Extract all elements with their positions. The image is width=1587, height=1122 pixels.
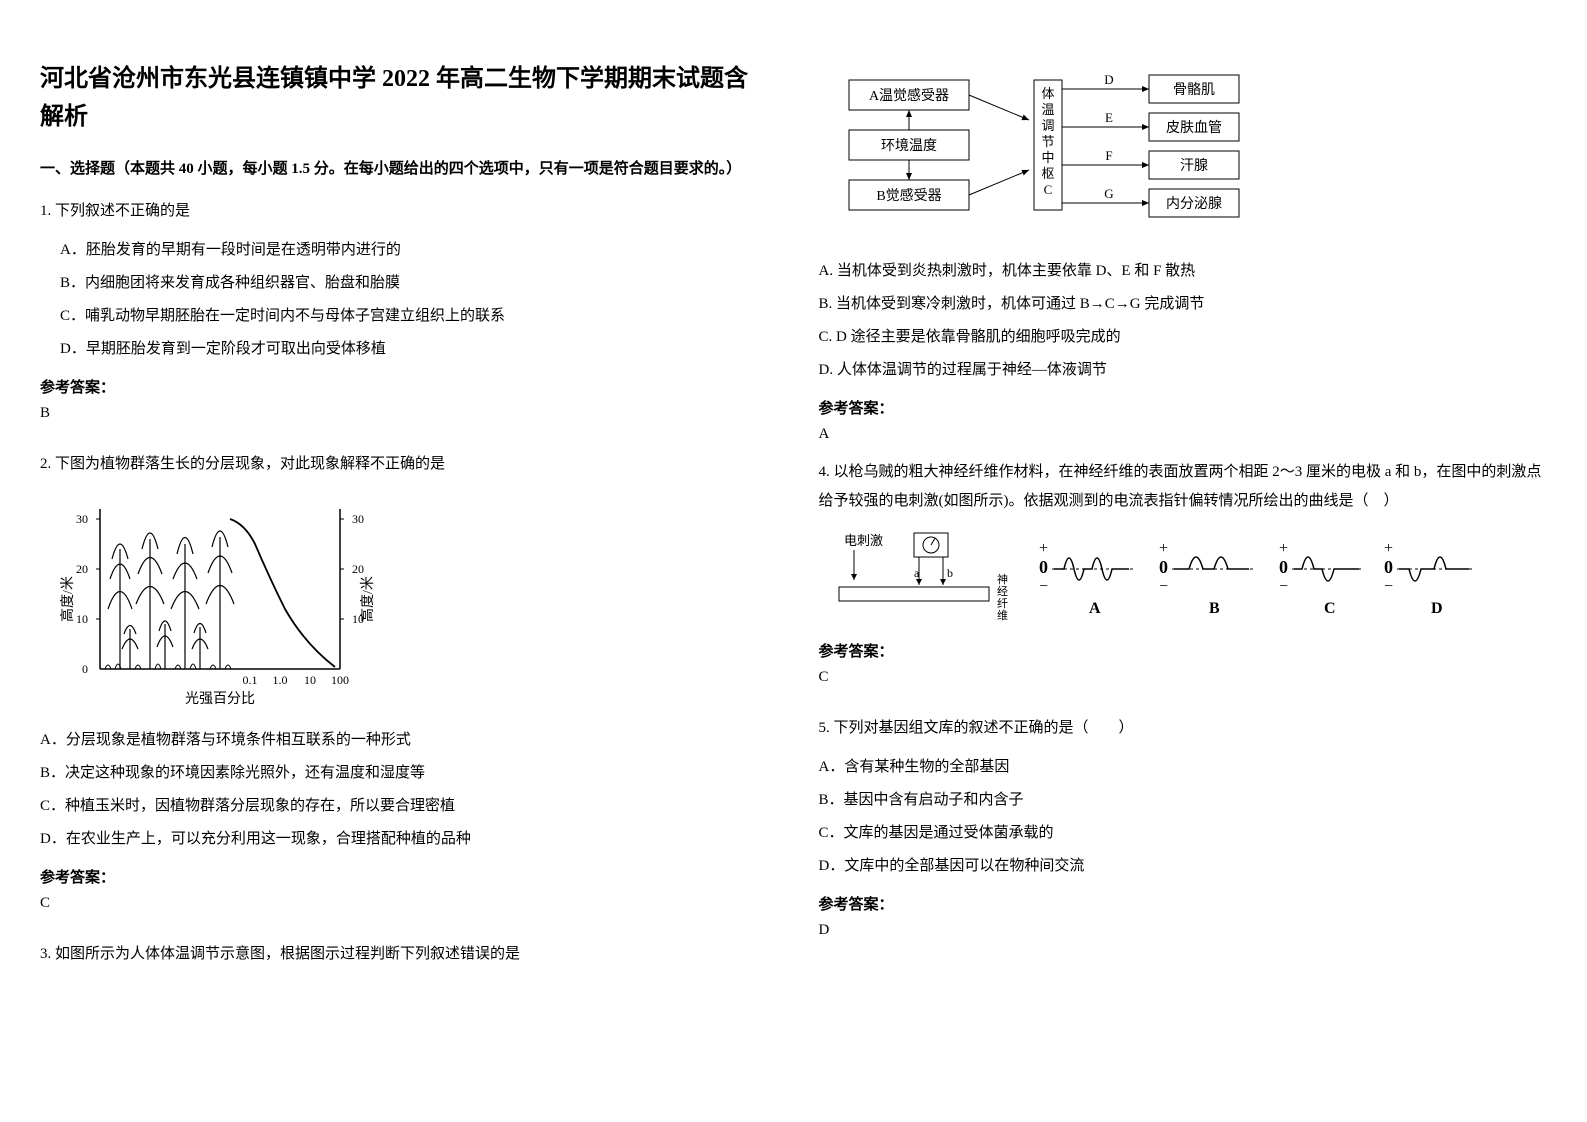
plant-layering-chart: 0 10 20 30 10 20 30 0.1 1.0 10 100	[60, 489, 380, 709]
svg-text:C: C	[1043, 182, 1052, 197]
q1-option-d: D．早期胚胎发育到一定阶段才可取出向受体移植	[40, 333, 769, 366]
q3-answer: A	[819, 426, 1548, 443]
question-5: 5. 下列对基因组文库的叙述不正确的是（ ） A．含有某种生物的全部基因 B．基…	[819, 713, 1548, 954]
svg-text:温: 温	[1041, 102, 1054, 117]
svg-text:0: 0	[82, 662, 88, 676]
svg-text:节: 节	[1041, 134, 1054, 149]
q1-text: 1. 下列叙述不正确的是	[40, 196, 769, 226]
q3-answer-label: 参考答案：	[819, 397, 1548, 418]
q1-option-c: C．哺乳动物早期胚胎在一定时间内不与母体子宫建立组织上的联系	[40, 300, 769, 333]
q1-answer: B	[40, 405, 769, 422]
q1-option-b: B．内细胞团将来发育成各种组织器官、胎盘和胎膜	[40, 267, 769, 300]
svg-text:−: −	[1039, 578, 1048, 595]
svg-text:光强百分比: 光强百分比	[185, 691, 255, 707]
question-2: 2. 下图为植物群落生长的分层现象，对此现象解释不正确的是 0 10 20 30…	[40, 449, 769, 927]
section-header: 一、选择题（本题共 40 小题，每小题 1.5 分。在每小题给出的四个选项中，只…	[40, 157, 769, 181]
svg-text:体: 体	[1041, 86, 1054, 101]
svg-text:高度/米: 高度/米	[60, 576, 76, 622]
q2-option-a: A．分层现象是植物群落与环境条件相互联系的一种形式	[40, 724, 769, 757]
svg-text:30: 30	[76, 512, 88, 526]
svg-text:D: D	[1431, 600, 1443, 617]
q4-answer: C	[819, 669, 1548, 686]
svg-text:D: D	[1104, 72, 1113, 87]
q3-option-b: B. 当机体受到寒冷刺激时，机体可通过 B→C→G 完成调节	[819, 288, 1548, 321]
q2-option-d: D．在农业生产上，可以充分利用这一现象，合理搭配种植的品种	[40, 823, 769, 856]
q3-diagram: A温觉感受器 环境温度 B觉感受器 体 温 调 节 中 枢 C 骨骼肌 皮肤血管	[839, 70, 1548, 245]
q2-text: 2. 下图为植物群落生长的分层现象，对此现象解释不正确的是	[40, 449, 769, 479]
q3-option-d: D. 人体体温调节的过程属于神经—体液调节	[819, 354, 1548, 387]
q5-option-b: B．基因中含有启动子和内含子	[819, 784, 1548, 817]
svg-text:1.0: 1.0	[273, 673, 288, 687]
q2-option-b: B．决定这种现象的环境因素除光照外，还有温度和湿度等	[40, 757, 769, 790]
q3-text: 3. 如图所示为人体体温调节示意图，根据图示过程判断下列叙述错误的是	[40, 939, 769, 969]
q2-chart: 0 10 20 30 10 20 30 0.1 1.0 10 100	[60, 489, 769, 714]
svg-text:内分泌腺: 内分泌腺	[1166, 196, 1222, 212]
exam-title: 河北省沧州市东光县连镇镇中学 2022 年高二生物下学期期末试题含解析	[40, 60, 769, 137]
q5-option-a: A．含有某种生物的全部基因	[819, 751, 1548, 784]
svg-text:30: 30	[352, 512, 364, 526]
q5-option-c: C．文库的基因是通过受体菌承载的	[819, 817, 1548, 850]
svg-text:C: C	[1324, 600, 1336, 617]
svg-text:−: −	[1159, 578, 1168, 595]
box-b-receptor: B觉感受器	[876, 187, 941, 204]
svg-text:皮肤血管: 皮肤血管	[1166, 120, 1222, 136]
svg-text:0: 0	[1384, 557, 1393, 577]
svg-text:神: 神	[997, 572, 1008, 586]
svg-text:−: −	[1384, 578, 1393, 595]
q2-option-c: C．种植玉米时，因植物群落分层现象的存在，所以要合理密植	[40, 790, 769, 823]
svg-text:−: −	[1279, 578, 1288, 595]
svg-text:0: 0	[1279, 557, 1288, 577]
q2-answer: C	[40, 895, 769, 912]
svg-text:20: 20	[76, 562, 88, 576]
box-env-temp: 环境温度	[881, 138, 937, 154]
q4-answer-label: 参考答案：	[819, 640, 1548, 661]
q5-option-d: D．文库中的全部基因可以在物种间交流	[819, 850, 1548, 883]
svg-text:+: +	[1039, 540, 1048, 557]
svg-text:0: 0	[1159, 557, 1168, 577]
svg-text:中: 中	[1041, 150, 1054, 165]
svg-text:纤: 纤	[997, 597, 1008, 610]
svg-text:电刺激: 电刺激	[844, 533, 883, 548]
question-4: 4. 以枪乌贼的粗大神经纤维作材料，在神经纤维的表面放置两个相距 2～3 厘米的…	[819, 458, 1548, 701]
svg-text:10: 10	[304, 673, 316, 687]
nerve-stimulation-diagram: 电刺激 a b 神 经 纤 维	[819, 525, 1499, 625]
svg-text:0.1: 0.1	[243, 673, 258, 687]
svg-text:B: B	[1209, 600, 1220, 617]
q3-option-c: C. D 途径主要是依靠骨骼肌的细胞呼吸完成的	[819, 321, 1548, 354]
svg-text:a: a	[914, 566, 920, 580]
svg-text:b: b	[947, 566, 953, 580]
svg-text:F: F	[1105, 148, 1112, 163]
svg-text:+: +	[1384, 540, 1393, 557]
svg-text:0: 0	[1039, 557, 1048, 577]
q2-answer-label: 参考答案：	[40, 866, 769, 887]
question-1: 1. 下列叙述不正确的是 A．胚胎发育的早期有一段时间是在透明带内进行的 B．内…	[40, 196, 769, 437]
q5-answer: D	[819, 922, 1548, 939]
q3-option-a: A. 当机体受到炎热刺激时，机体主要依靠 D、E 和 F 散热	[819, 255, 1548, 288]
q4-text: 4. 以枪乌贼的粗大神经纤维作材料，在神经纤维的表面放置两个相距 2～3 厘米的…	[819, 458, 1548, 515]
svg-text:汗腺: 汗腺	[1180, 158, 1208, 174]
svg-text:+: +	[1279, 540, 1288, 557]
svg-text:10: 10	[76, 612, 88, 626]
q1-option-a: A．胚胎发育的早期有一段时间是在透明带内进行的	[40, 234, 769, 267]
body-temp-regulation-diagram: A温觉感受器 环境温度 B觉感受器 体 温 调 节 中 枢 C 骨骼肌 皮肤血管	[839, 70, 1299, 240]
svg-text:枢: 枢	[1041, 166, 1054, 181]
svg-text:A: A	[1089, 600, 1101, 617]
svg-text:E: E	[1105, 110, 1113, 125]
q5-text: 5. 下列对基因组文库的叙述不正确的是（ ）	[819, 713, 1548, 743]
q4-diagram: 电刺激 a b 神 经 纤 维	[819, 525, 1548, 630]
svg-text:骨骼肌: 骨骼肌	[1173, 82, 1215, 98]
svg-text:维: 维	[997, 609, 1008, 622]
right-column: A温觉感受器 环境温度 B觉感受器 体 温 调 节 中 枢 C 骨骼肌 皮肤血管	[819, 60, 1548, 1062]
svg-text:高度/米: 高度/米	[359, 576, 376, 622]
q5-answer-label: 参考答案：	[819, 893, 1548, 914]
svg-text:调: 调	[1041, 118, 1054, 133]
svg-text:100: 100	[331, 673, 349, 687]
box-a-receptor: A温觉感受器	[868, 87, 948, 104]
svg-text:G: G	[1104, 186, 1113, 201]
svg-text:+: +	[1159, 540, 1168, 557]
svg-text:20: 20	[352, 562, 364, 576]
left-column: 河北省沧州市东光县连镇镇中学 2022 年高二生物下学期期末试题含解析 一、选择…	[40, 60, 769, 1062]
svg-text:经: 经	[997, 585, 1008, 598]
q1-answer-label: 参考答案：	[40, 376, 769, 397]
